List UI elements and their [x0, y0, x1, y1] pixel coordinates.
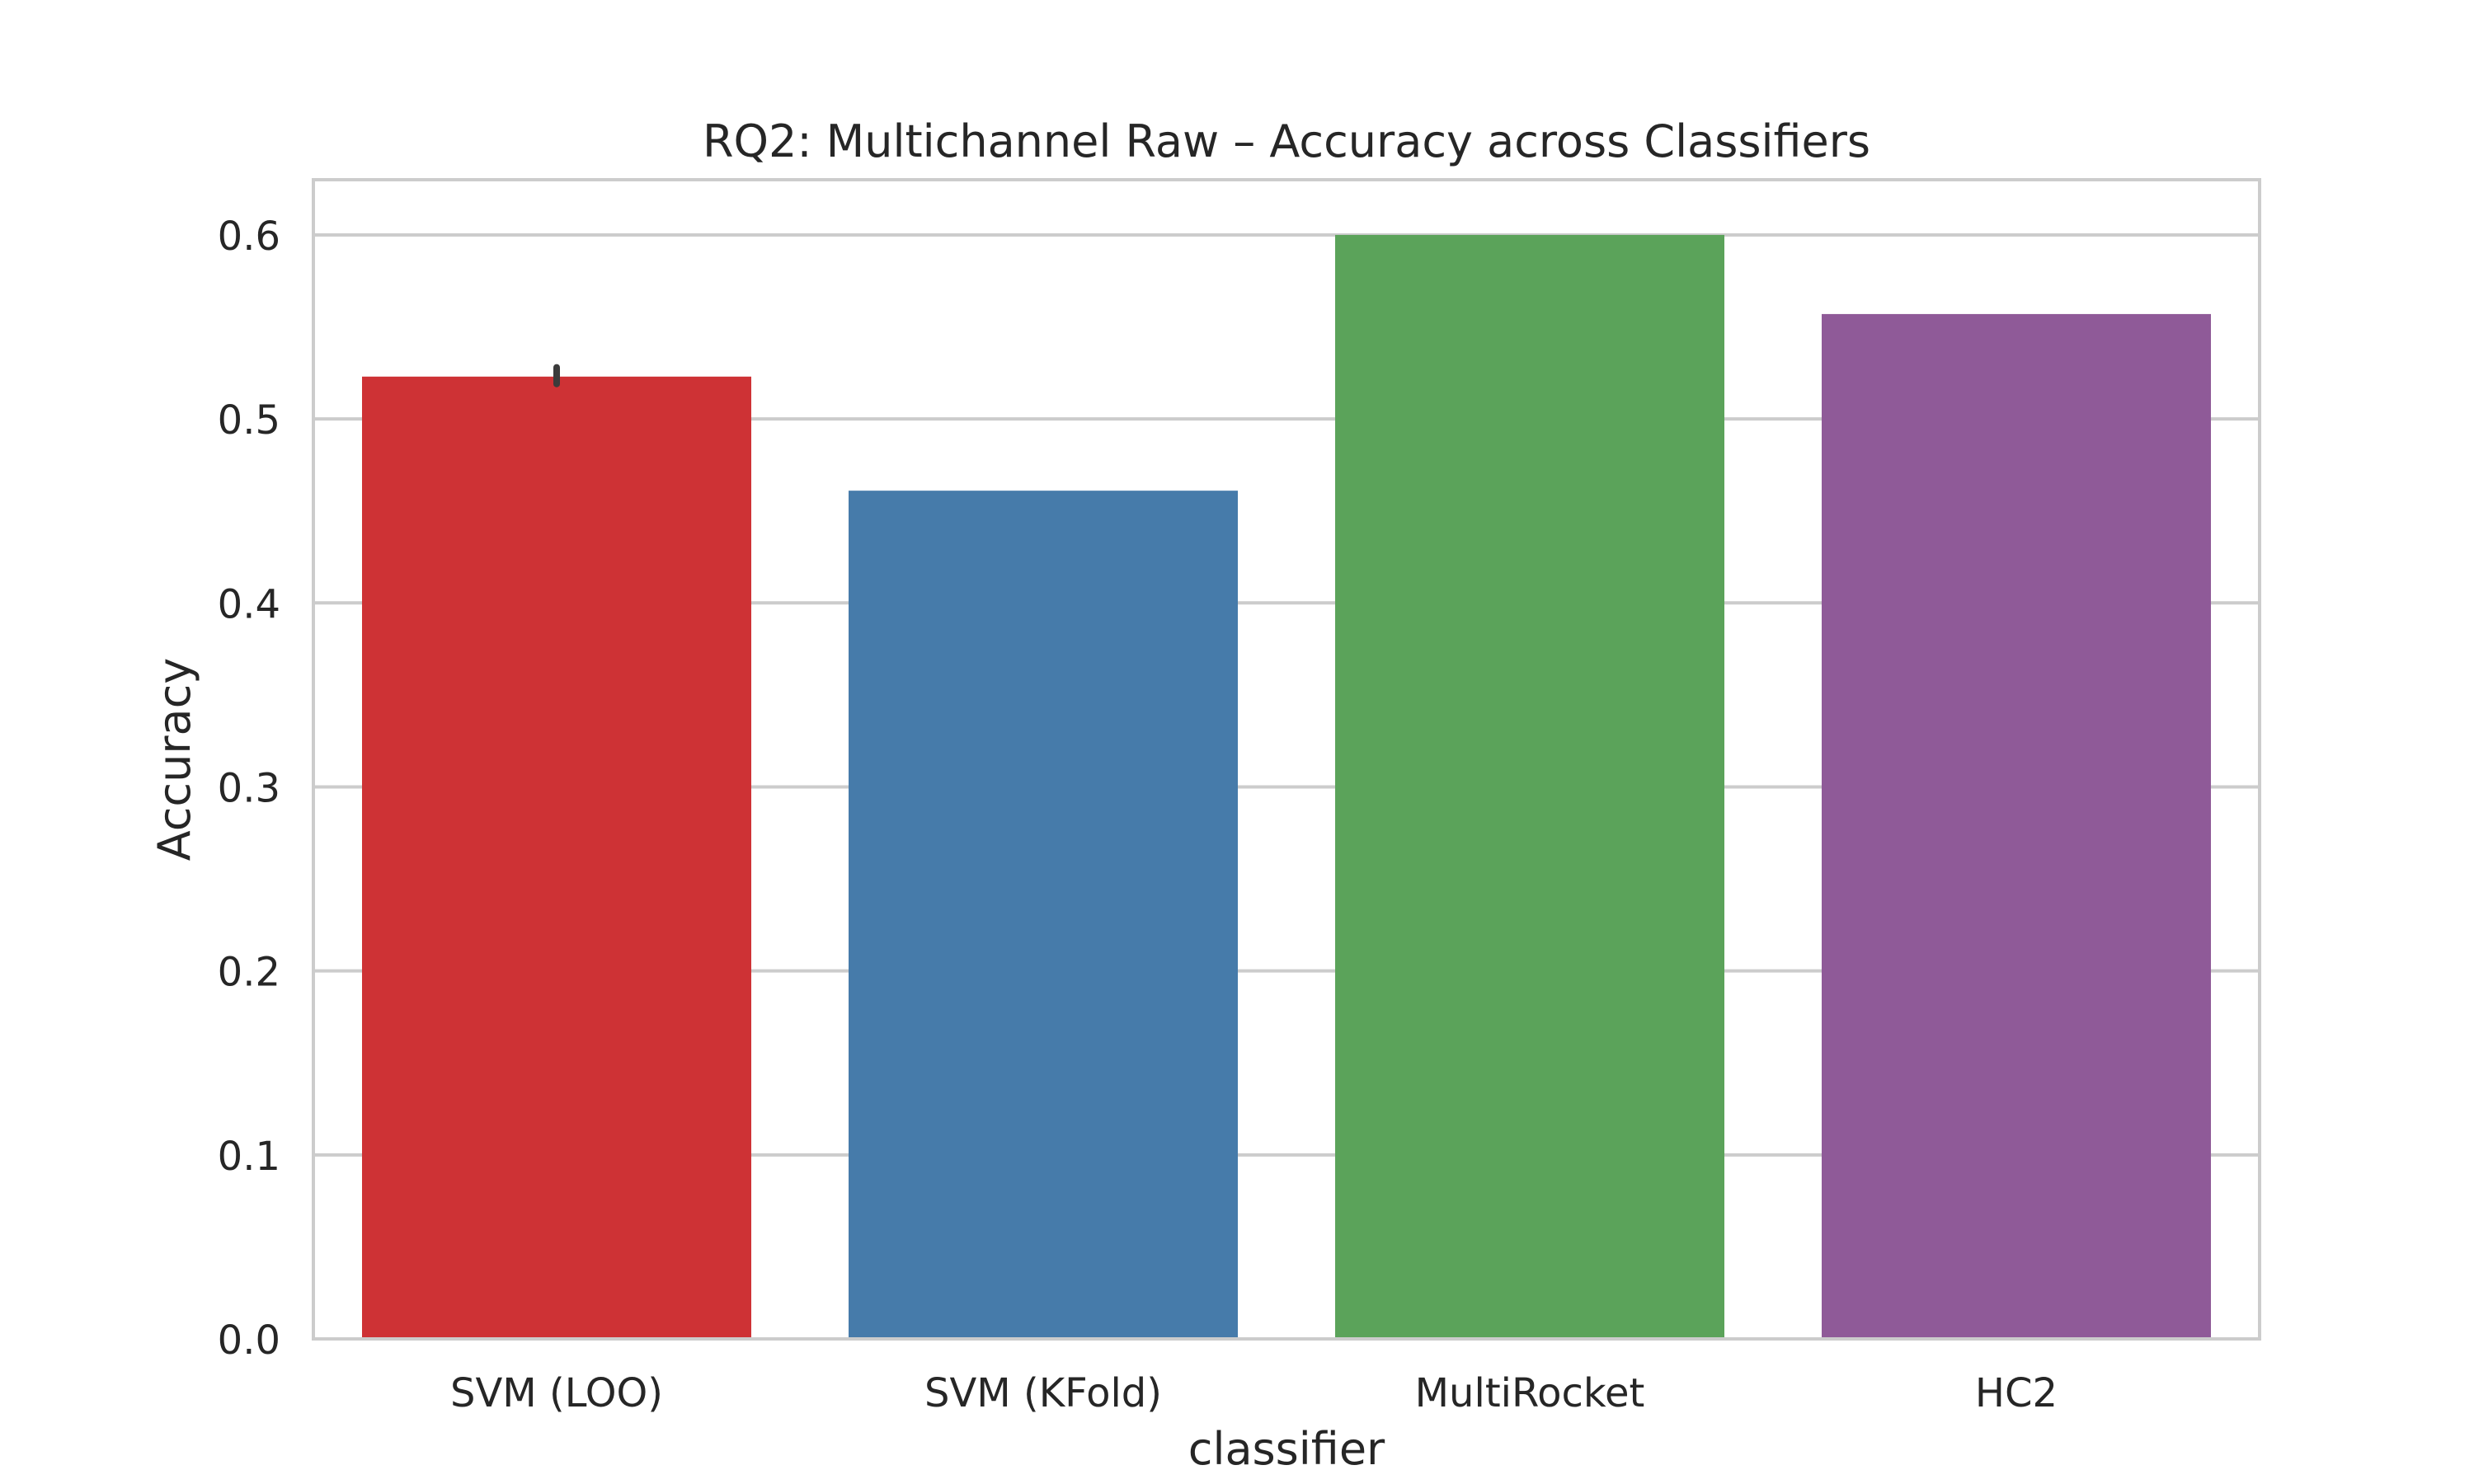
chart-title: RQ2: Multichannel Raw – Accuracy across …	[703, 115, 1870, 167]
bar-multirocket	[1335, 234, 1724, 1339]
bars-layer	[362, 234, 2211, 1340]
plot-frame	[312, 178, 2261, 1341]
x-tick-label: MultiRocket	[1415, 1370, 1645, 1416]
y-tick-label: 0.4	[218, 581, 280, 627]
y-tick-label: 0.1	[218, 1134, 280, 1180]
y-tick-label: 0.3	[218, 765, 280, 811]
bar-svm-loo	[362, 376, 751, 1339]
x-tick-label: SVM (LOO)	[450, 1370, 663, 1416]
y-tick-label: 0.6	[218, 214, 280, 260]
y-axis-label: Accuracy	[148, 658, 200, 862]
y-tick-label: 0.0	[218, 1317, 280, 1364]
y-tick-label: 0.5	[218, 397, 280, 444]
bar-hc2	[1822, 313, 2211, 1339]
bar-svm-kfold	[849, 491, 1238, 1340]
x-tick-labels: SVM (LOO) SVM (KFold) MultiRocket HC2	[450, 1370, 2058, 1416]
y-tick-labels: 0.0 0.1 0.2 0.3 0.4 0.5 0.6	[218, 214, 280, 1364]
x-axis-label: classifier	[1188, 1423, 1385, 1475]
x-tick-label: SVM (KFold)	[924, 1370, 1162, 1416]
y-tick-label: 0.2	[218, 950, 280, 996]
x-tick-label: HC2	[1975, 1370, 2058, 1416]
